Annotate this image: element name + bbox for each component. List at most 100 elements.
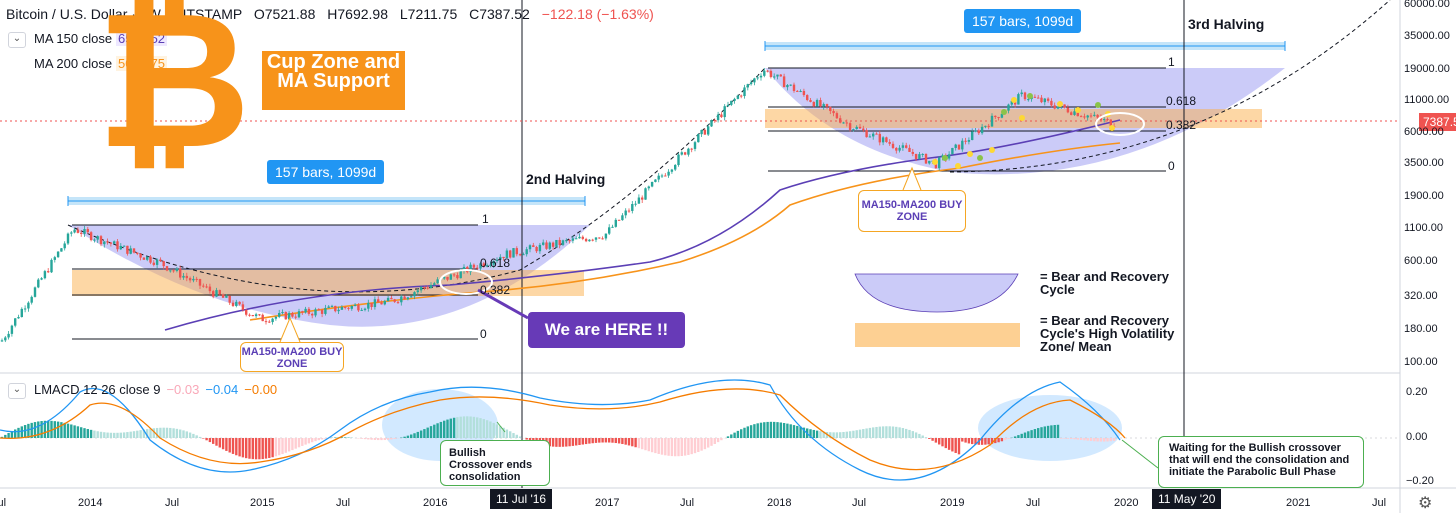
macd-bar bbox=[1043, 426, 1046, 438]
macd-bar bbox=[116, 432, 119, 438]
macd-bar bbox=[205, 438, 208, 441]
candle bbox=[1089, 115, 1093, 117]
candle bbox=[974, 130, 977, 132]
ma150-label: MA 150 close bbox=[34, 31, 113, 46]
candle bbox=[215, 290, 218, 297]
ohlc-open: O7521.88 bbox=[253, 6, 316, 22]
macd-bar bbox=[443, 420, 446, 438]
macd-bar bbox=[674, 438, 677, 457]
macd-bar bbox=[766, 421, 769, 438]
price-tick-label: 3500.00 bbox=[1404, 157, 1444, 169]
candle bbox=[225, 295, 228, 298]
candle bbox=[347, 307, 350, 309]
buy-zone-left-callout: MA150-MA200 BUY ZONE bbox=[240, 342, 344, 372]
time-tick-label: Jul bbox=[1372, 497, 1387, 509]
macd-histogram bbox=[0, 416, 1116, 460]
candle bbox=[1093, 114, 1096, 116]
candle bbox=[482, 263, 485, 267]
macd-bar bbox=[914, 432, 918, 438]
macd-bar bbox=[568, 438, 571, 447]
macd-legend[interactable]: ⌄ LMACD 12 26 close 9 −0.03 −0.04 −0.00 bbox=[8, 382, 277, 399]
macd-bar bbox=[647, 438, 650, 452]
candle bbox=[660, 175, 664, 177]
candle bbox=[561, 240, 565, 245]
candle bbox=[426, 287, 429, 289]
price-tick-label: 100.00 bbox=[1404, 356, 1438, 368]
macd-bar bbox=[621, 438, 624, 445]
macd-bar bbox=[551, 438, 555, 447]
candle bbox=[383, 301, 386, 305]
macd-line bbox=[0, 379, 1121, 481]
candle bbox=[647, 186, 650, 189]
macd-bar bbox=[961, 438, 964, 442]
macd-bar bbox=[175, 428, 179, 438]
macd-bar bbox=[146, 429, 149, 438]
macd-bar bbox=[631, 438, 634, 447]
symbol-title[interactable]: Bitcoin / U.S. Dollar · 1W · BITSTAMP bbox=[6, 6, 242, 22]
candle bbox=[476, 267, 479, 269]
macd-bar bbox=[221, 438, 225, 450]
candle bbox=[578, 236, 581, 239]
candle bbox=[905, 145, 908, 148]
candle bbox=[334, 305, 337, 312]
signal-dot bbox=[1011, 97, 1017, 103]
macd-bar bbox=[433, 424, 436, 438]
macd-bar bbox=[311, 438, 314, 443]
candle bbox=[664, 175, 667, 177]
signal-dot bbox=[1057, 101, 1063, 107]
ma200-legend[interactable]: MA 200 close 5056.75 bbox=[34, 56, 168, 71]
candle bbox=[898, 147, 901, 151]
candle bbox=[522, 254, 525, 256]
macd-bar bbox=[512, 433, 515, 438]
macd-bar bbox=[287, 438, 291, 452]
macd-bar bbox=[845, 431, 848, 438]
macd-bar bbox=[815, 430, 819, 438]
candle bbox=[667, 171, 670, 176]
macd-bar bbox=[284, 438, 287, 453]
candle bbox=[155, 259, 159, 265]
candle bbox=[367, 302, 370, 309]
chevron-down-icon[interactable]: ⌄ bbox=[8, 31, 26, 48]
macd-bar bbox=[588, 438, 591, 444]
candle bbox=[152, 262, 155, 265]
candle bbox=[736, 95, 740, 99]
candle bbox=[730, 100, 733, 105]
bars-range-left: 157 bars, 1099d bbox=[267, 160, 385, 184]
macd-bar bbox=[198, 436, 202, 438]
macd-bar bbox=[667, 438, 670, 456]
macd-bar bbox=[278, 438, 281, 456]
macd-bar bbox=[997, 438, 1000, 443]
macd-bar bbox=[271, 438, 274, 458]
candle bbox=[10, 325, 14, 334]
candle bbox=[687, 148, 690, 155]
macd-bar bbox=[974, 438, 977, 445]
candle bbox=[320, 310, 324, 314]
gear-icon[interactable]: ⚙ bbox=[1418, 495, 1433, 512]
candle bbox=[241, 304, 245, 310]
macd-bar bbox=[446, 419, 449, 438]
macd-bar bbox=[611, 438, 614, 443]
macd-bar bbox=[129, 431, 132, 438]
candle bbox=[542, 242, 545, 245]
candle bbox=[921, 153, 924, 155]
ma150-legend[interactable]: ⌄ MA 150 close 6527.52 bbox=[8, 31, 168, 48]
time-tick-label: Jul bbox=[0, 497, 7, 509]
candle bbox=[515, 248, 518, 255]
ma200-line bbox=[249, 142, 1121, 321]
signal-dot bbox=[989, 147, 995, 153]
candle bbox=[957, 144, 961, 150]
macd-bar bbox=[63, 422, 66, 438]
candle bbox=[96, 236, 99, 240]
signal-dot bbox=[1075, 107, 1081, 113]
candle bbox=[608, 227, 611, 234]
candle bbox=[571, 238, 575, 241]
candle bbox=[377, 299, 380, 303]
candle bbox=[555, 239, 558, 247]
chevron-down-icon[interactable]: ⌄ bbox=[8, 382, 26, 399]
price-tick-label: 19000.00 bbox=[1404, 63, 1450, 75]
macd-bar bbox=[1020, 433, 1023, 438]
candle bbox=[690, 148, 693, 150]
macd-bar bbox=[93, 430, 96, 438]
macd-bar bbox=[565, 438, 568, 447]
macd-bar bbox=[865, 428, 868, 438]
